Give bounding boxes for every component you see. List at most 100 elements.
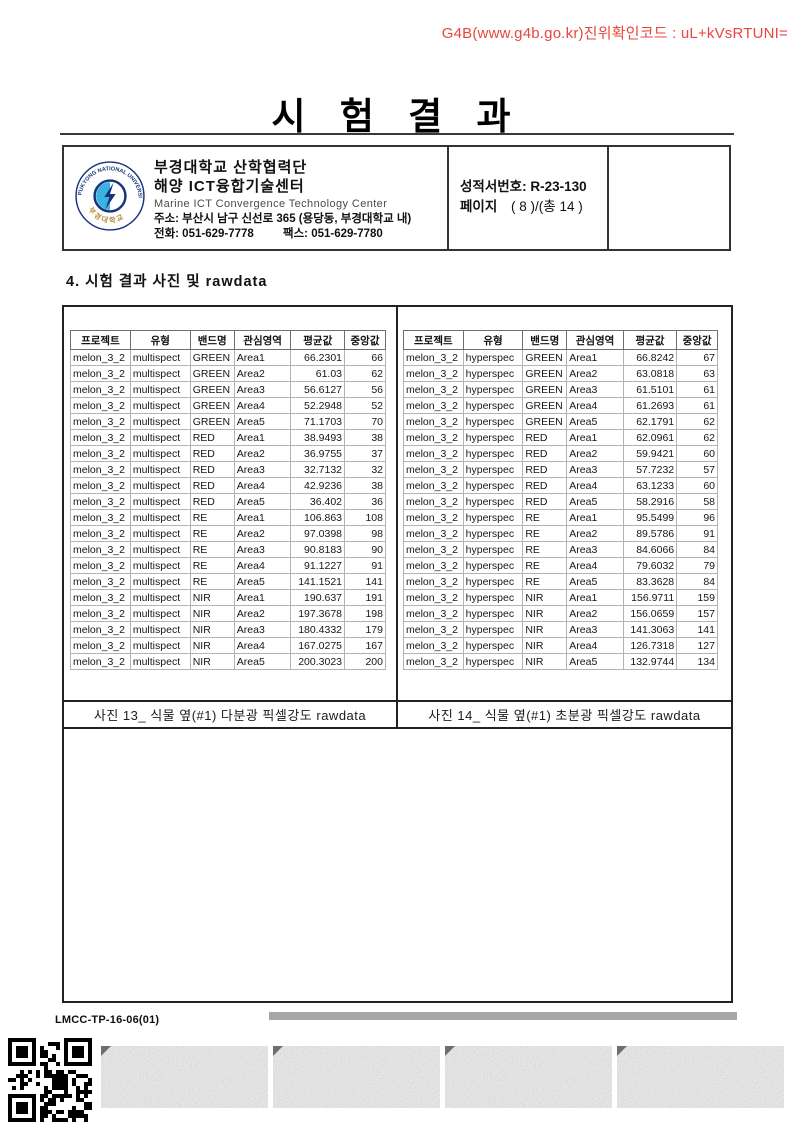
org-contact: 전화: 051-629-7778 팩스: 051-629-7780 [154, 227, 411, 241]
table-cell: RE [522, 525, 568, 542]
table-cell: multispect [129, 365, 191, 382]
table-cell: RE [189, 541, 235, 558]
table-row: melon_3_2 hyperspec GREEN Area3 61.5101 61 [403, 381, 718, 398]
table-cell: RED [522, 493, 568, 510]
table-cell: RED [189, 461, 235, 478]
table-cell: 62 [676, 413, 718, 430]
university-logo-icon: PUKYONG NATIONAL UNIVERSITY 부 경 대 학 교 [74, 159, 145, 231]
column-header: 평균값 [622, 330, 678, 350]
table-cell: hyperspec [462, 477, 524, 494]
table-cell: Area3 [566, 541, 624, 558]
table-cell: melon_3_2 [403, 573, 464, 590]
org-name-line2: 해양 ICT융합기술센터 [154, 178, 305, 195]
table-cell: NIR [189, 621, 235, 638]
table-cell: 167 [344, 637, 386, 654]
table-row: melon_3_2 hyperspec RED Area4 63.1233 60 [403, 477, 718, 494]
table-cell: multispect [129, 397, 191, 414]
table-cell: 70 [344, 413, 386, 430]
table-cell: Area4 [233, 557, 292, 574]
table-cell: melon_3_2 [403, 429, 464, 446]
table-cell: GREEN [522, 397, 568, 414]
column-header: 유형 [129, 330, 191, 350]
column-header: 밴드명 [189, 330, 235, 350]
table-row: melon_3_2 multispect NIR Area3 180.4332 179 [70, 621, 386, 638]
qr-code [8, 1038, 92, 1122]
footer-bar [269, 1012, 737, 1020]
org-address: 주소: 부산시 남구 신선로 365 (용당동, 부경대학교 내) [154, 213, 412, 225]
table-cell: Area2 [233, 445, 292, 462]
table-cell: multispect [129, 429, 191, 446]
table-cell: melon_3_2 [403, 557, 464, 574]
table-cell: hyperspec [462, 557, 524, 574]
table-cell: RE [522, 541, 568, 558]
table-cell: 132.9744 [622, 653, 678, 670]
table-cell: 198 [344, 605, 386, 622]
table-cell: hyperspec [462, 413, 524, 430]
table-row: melon_3_2 multispect RE Area1 106.863 108 [70, 509, 386, 526]
table-cell: 89.5786 [622, 525, 678, 542]
table-row: melon_3_2 hyperspec RED Area2 59.9421 60 [403, 445, 718, 462]
table-cell: 167.0275 [290, 637, 346, 654]
table-row: melon_3_2 multispect RED Area2 36.9755 37 [70, 445, 386, 462]
table-cell: Area2 [566, 365, 624, 382]
table-cell: Area4 [233, 477, 292, 494]
table-row: melon_3_2 hyperspec GREEN Area4 61.2693 61 [403, 397, 718, 414]
column-header: 프로젝트 [403, 330, 464, 350]
table-cell: melon_3_2 [70, 653, 131, 670]
table-cell: melon_3_2 [70, 541, 131, 558]
table-cell: 180.4332 [290, 621, 346, 638]
empty-area [64, 729, 731, 1001]
table-cell: melon_3_2 [403, 525, 464, 542]
org-name-line1: 부경대학교 산학협력단 [154, 159, 308, 176]
table-cell: melon_3_2 [70, 461, 131, 478]
table-cell: melon_3_2 [403, 413, 464, 430]
verification-code: G4B(www.g4b.go.kr)진위확인코드 : uL+kVsRTUNI= [441, 25, 788, 42]
table-row: melon_3_2 multispect RE Area3 90.8183 90 [70, 541, 386, 558]
table-row: melon_3_2 hyperspec RE Area4 79.6032 79 [403, 557, 718, 574]
table-cell: melon_3_2 [70, 605, 131, 622]
table-cell: NIR [189, 605, 235, 622]
table-cell: RED [522, 477, 568, 494]
table-cell: multispect [129, 381, 191, 398]
strip-corner-mark [273, 1046, 283, 1056]
table-cell: Area2 [566, 525, 624, 542]
table-cell: NIR [522, 637, 568, 654]
table-cell: melon_3_2 [70, 621, 131, 638]
strip-corner-mark [101, 1046, 111, 1056]
table-cell: multispect [129, 605, 191, 622]
table-cell: RE [189, 573, 235, 590]
table-cell: multispect [129, 493, 191, 510]
table-cell: melon_3_2 [403, 509, 464, 526]
section-title: 4. 시험 결과 사진 및 rawdata [66, 274, 268, 290]
table-cell: multispect [129, 557, 191, 574]
table-cell: RE [522, 573, 568, 590]
table-row: melon_3_2 multispect GREEN Area3 56.6127 56 [70, 381, 386, 398]
report-number-label: 성적서번호: [460, 179, 527, 194]
table-cell: 36.9755 [290, 445, 346, 462]
table-cell: NIR [522, 605, 568, 622]
table-cell: Area3 [233, 541, 292, 558]
table-cell: hyperspec [462, 365, 524, 382]
table-cell: 38.9493 [290, 429, 346, 446]
table-cell: 36.402 [290, 493, 346, 510]
table-row: melon_3_2 hyperspec NIR Area2 156.0659 157 [403, 605, 718, 622]
table-cell: hyperspec [462, 605, 524, 622]
table-cell: 157 [676, 605, 718, 622]
report-page-label: 페이지 [460, 199, 498, 214]
table-cell: GREEN [522, 349, 568, 366]
table-cell: hyperspec [462, 525, 524, 542]
table-cell: hyperspec [462, 621, 524, 638]
table-panels: 프로젝트 유형 밴드명 관심영역 평균값 중앙값 melon_3_2 multispect GR… [64, 307, 731, 700]
table-cell: melon_3_2 [70, 509, 131, 526]
table-cell: melon_3_2 [403, 397, 464, 414]
table-row: melon_3_2 hyperspec RE Area1 95.5499 96 [403, 509, 718, 526]
column-header: 밴드명 [522, 330, 568, 350]
noise-strip [101, 1046, 268, 1108]
table-cell: 156.0659 [622, 605, 678, 622]
organization-cell: PUKYONG NATIONAL UNIVERSITY 부 경 대 학 교 부경… [64, 147, 447, 249]
table-cell: Area1 [566, 509, 624, 526]
table-cell: NIR [522, 653, 568, 670]
table-cell: 79.6032 [622, 557, 678, 574]
table-cell: 127 [676, 637, 718, 654]
